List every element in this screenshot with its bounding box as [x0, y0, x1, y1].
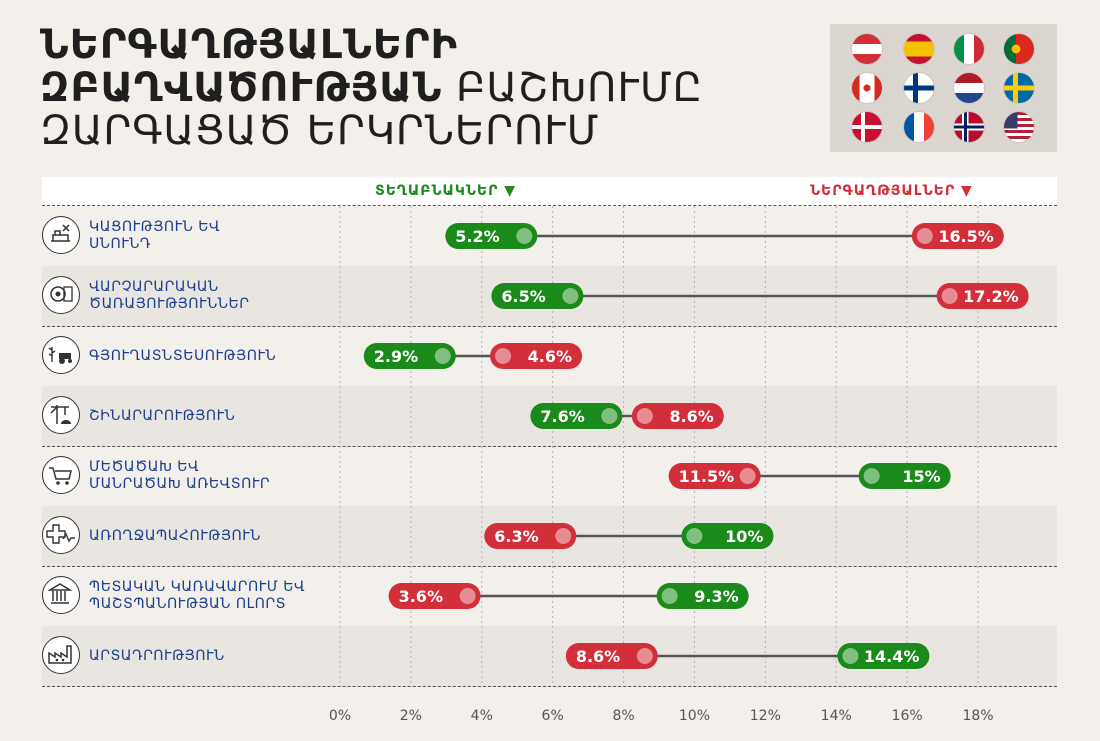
- category-label: ԳՅՈՒՂԱՏՆՏԵՍՈՒԹՅՈՒՆ: [89, 347, 277, 364]
- natives-pill: [530, 403, 623, 429]
- legend-immigrants: ՆԵՐԳԱՂԹՅԱԼՆԵՐ ▼: [810, 183, 973, 199]
- finland-flag: [904, 73, 934, 103]
- category-label: ՎԱՐՉԱՐԱՐԱԿԱՆ ԾԱՌԱՅՈՒԹՅՈՒՆՆԵՐ: [89, 279, 250, 312]
- portugal-flag: [1004, 34, 1034, 64]
- chart-title: ՆԵՐԳԱՂԹՅԱԼՆԵՐԻ ԶԲԱՂՎԱԾՈՒԹՅԱՆ ԲԱՇԽՈՒՄԸ ԶԱ…: [40, 24, 800, 153]
- immigrants-value-label: 16.5%: [938, 227, 994, 246]
- immigrants-value-label: 4.6%: [528, 347, 572, 366]
- natives-point: [863, 468, 880, 484]
- natives-point: [842, 648, 859, 664]
- manufacturing-icon: [42, 636, 80, 674]
- category-label: ԱՌՈՂՋԱՊԱՀՈՒԹՅՈՒՆ: [89, 527, 262, 544]
- natives-point: [661, 588, 678, 604]
- immigrants-value-label: 17.2%: [963, 287, 1019, 306]
- immigrants-value-label: 11.5%: [679, 467, 735, 486]
- usa-flag: [1004, 112, 1034, 142]
- admin-services-icon: [42, 276, 80, 314]
- title-line-2-rest: ԲԱՇԽՈՒՄԸ: [456, 65, 703, 111]
- category-label: ԿԱՑՈՒԹՅՈՒՆ ԵՎ ՍՆՈՒՆԴ: [89, 219, 221, 252]
- spain-flag: [904, 34, 934, 64]
- natives-point: [686, 528, 703, 544]
- category-row-agriculture: ԳՅՈՒՂԱՏՆՏԵՍՈՒԹՅՈՒՆ: [42, 326, 1057, 387]
- x-tick-label: 12%: [750, 708, 781, 724]
- title-line-1: ՆԵՐԳԱՂԹՅԱԼՆԵՐԻ: [40, 22, 459, 68]
- category-label: ՇԻՆԱՐԱՐՈՒԹՅՈՒՆ: [89, 407, 236, 424]
- healthcare-icon: [42, 516, 80, 554]
- immigrants-pill: [388, 583, 481, 609]
- natives-value-label: 7.6%: [540, 407, 584, 426]
- canada-flag: [852, 73, 882, 103]
- sweden-flag: [1004, 73, 1034, 103]
- immigrants-pill: [565, 643, 658, 669]
- austria-flag: [852, 34, 882, 64]
- natives-value-label: 9.3%: [694, 587, 738, 606]
- natives-point: [516, 228, 533, 244]
- immigrants-pill: [911, 223, 1004, 249]
- immigrants-point: [636, 648, 653, 664]
- natives-pill: [656, 583, 749, 609]
- hotel-food-icon: [42, 216, 80, 254]
- natives-pill: [858, 463, 951, 489]
- immigrants-pill: [631, 403, 724, 429]
- agriculture-icon: [42, 336, 80, 374]
- x-tick-label: 6%: [542, 708, 564, 724]
- government-icon: [42, 576, 80, 614]
- netherlands-flag: [954, 73, 984, 103]
- natives-value-label: 2.9%: [374, 347, 418, 366]
- immigrants-pill: [484, 523, 577, 549]
- natives-point: [434, 348, 451, 364]
- immigrants-point: [739, 468, 756, 484]
- legend-bar: ՏԵՂԱԲՆԱԿՆԵՐ ▼ ՆԵՐԳԱՂԹՅԱԼՆԵՐ ▼: [42, 177, 1057, 206]
- x-tick-label: 18%: [962, 708, 993, 724]
- x-tick-label: 0%: [329, 708, 351, 724]
- category-label: ՄԵԾԱԾԱԽ ԵՎ ՄԱՆՐԱԾԱԽ ԱՌԵՎՏՈՒՐ: [89, 459, 271, 492]
- title-line-2: ԶԲԱՂՎԱԾՈՒԹՅԱՆ ԲԱՇԽՈՒՄԸ: [40, 67, 800, 110]
- natives-value-label: 10%: [725, 527, 763, 546]
- denmark-flag: [852, 112, 882, 142]
- immigrants-pill: [490, 343, 583, 369]
- natives-pill: [445, 223, 538, 249]
- natives-value-label: 14.4%: [864, 647, 920, 666]
- natives-value-label: 6.5%: [501, 287, 545, 306]
- natives-pill: [491, 283, 584, 309]
- x-tick-label: 10%: [679, 708, 710, 724]
- country-flags-panel: [830, 24, 1057, 152]
- x-tick-label: 16%: [892, 708, 923, 724]
- immigrants-point: [636, 408, 653, 424]
- france-flag: [904, 112, 934, 142]
- immigrants-value-label: 6.3%: [494, 527, 538, 546]
- natives-value-label: 5.2%: [455, 227, 499, 246]
- immigrants-value-label: 8.6%: [576, 647, 620, 666]
- immigrants-value-label: 8.6%: [669, 407, 713, 426]
- immigrants-point: [495, 348, 512, 364]
- title-line-3: ԶԱՐԳԱՑԱԾ ԵՐԿՐՆԵՐՈՒՄ: [40, 108, 600, 154]
- category-label: ԱՐՏԱԴՐՈՒԹՅՈՒՆ: [89, 647, 225, 664]
- immigrants-pill: [936, 283, 1029, 309]
- trade-cart-icon: [42, 456, 80, 494]
- natives-pill: [681, 523, 774, 549]
- x-tick-label: 2%: [400, 708, 422, 724]
- legend-natives: ՏԵՂԱԲՆԱԿՆԵՐ ▼: [375, 183, 517, 199]
- norway-flag: [954, 112, 984, 142]
- natives-pill: [837, 643, 930, 669]
- immigrants-point: [459, 588, 476, 604]
- immigrants-value-label: 3.6%: [399, 587, 443, 606]
- x-tick-label: 8%: [612, 708, 634, 724]
- category-label: ՊԵՏԱԿԱՆ ԿԱՌԱՎԱՐՈՒՄ ԵՎ ՊԱՇՏՊԱՆՈՒԹՅԱՆ ՈԼՈՐ…: [89, 579, 306, 612]
- immigrants-point: [916, 228, 933, 244]
- construction-icon: [42, 396, 80, 434]
- immigrants-point: [941, 288, 958, 304]
- natives-value-label: 15%: [902, 467, 940, 486]
- x-tick-label: 14%: [821, 708, 852, 724]
- natives-point: [562, 288, 579, 304]
- x-tick-label: 4%: [471, 708, 493, 724]
- natives-pill: [363, 343, 456, 369]
- title-line-2-bold: ԶԲԱՂՎԱԾՈՒԹՅԱՆ: [40, 65, 443, 111]
- natives-point: [601, 408, 618, 424]
- immigrants-pill: [668, 463, 761, 489]
- immigrants-point: [555, 528, 572, 544]
- italy-flag: [954, 34, 984, 64]
